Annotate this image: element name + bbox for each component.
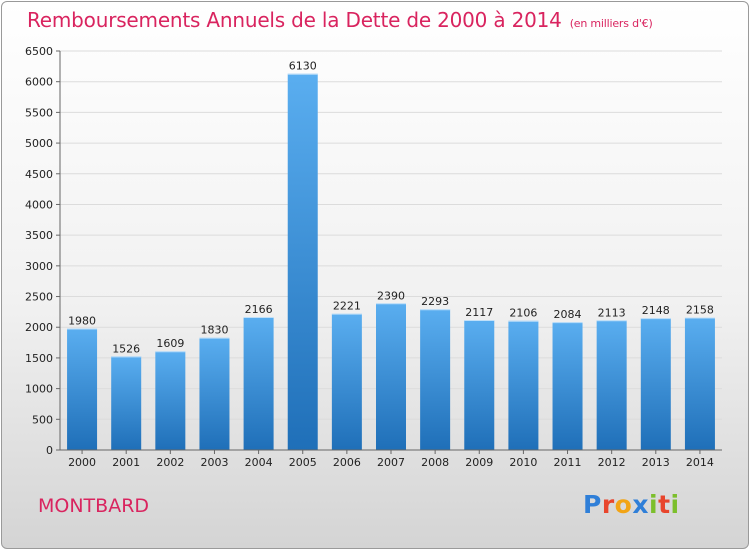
bar-2014 [684,317,715,450]
chart-title: Remboursements Annuels de la Dette de 20… [27,8,653,32]
axis-layer: 0 500 1000 1500 2000 2500 3000 3500 4000 4500 5000… [25,45,722,457]
value-label-2008: 2293 [421,295,449,308]
x-tick-label-2011: 2011 [554,456,582,469]
commune-name: MONTBARD [38,495,150,517]
bar-2009 [464,320,495,450]
bar-2005 [287,73,318,450]
y-tick-label: 5500 [25,106,53,119]
y-tick-label: 5000 [25,137,53,150]
x-tick-label-2005: 2005 [289,456,317,469]
y-tick-label: 4000 [25,198,53,211]
bar-2007 [376,303,406,450]
proxiti-logo: Proxiti [583,490,680,519]
y-tick-label: 6500 [25,45,53,58]
y-tick-label: 500 [32,413,53,426]
value-label-2014: 2158 [686,304,714,317]
logo-letter: x [632,490,649,519]
logo-letter: P [583,490,602,519]
value-label-2013: 2148 [642,304,670,317]
y-tick-label: 2500 [25,291,53,304]
x-tick-label-2003: 2003 [200,456,228,469]
bar-2011 [552,322,583,450]
value-label-2007: 2390 [377,289,405,302]
labels-layer: 1980 2000 1526 2001 1609 2002 1830 2003 2166 2004… [68,60,714,469]
bar-2004 [243,317,274,450]
bar-2010 [508,320,539,450]
logo-letter: o [614,490,633,519]
bar-2013 [640,318,671,450]
value-label-2009: 2117 [465,306,493,319]
value-label-2003: 1830 [200,324,228,337]
x-tick-label-2007: 2007 [377,456,405,469]
x-tick-label-2012: 2012 [598,456,626,469]
value-label-2002: 1609 [156,337,184,350]
logo-letter: i [649,490,659,519]
y-tick-label: 6000 [25,76,53,89]
y-tick-label: 1500 [25,352,53,365]
logo-letter: r [601,490,615,519]
bar-2006 [331,313,362,450]
value-label-2001: 1526 [112,342,140,355]
bars-layer [67,73,715,450]
value-label-2004: 2166 [245,303,273,316]
x-tick-label-2014: 2014 [686,456,714,469]
logo-letter: i [670,490,680,519]
x-tick-label-2004: 2004 [245,456,273,469]
value-label-2011: 2084 [554,308,582,321]
y-tick-label: 1000 [25,383,53,396]
value-label-2000: 1980 [68,314,96,327]
bar-2002 [155,351,186,450]
x-tick-label-2010: 2010 [509,456,537,469]
bar-2000 [67,328,98,450]
bar-2001 [111,356,142,450]
value-label-2006: 2221 [333,300,361,313]
logo-letter: t [658,490,671,519]
title-text: Remboursements Annuels de la Dette de 20… [27,8,562,32]
bar-2012 [596,320,627,450]
x-tick-label-2008: 2008 [421,456,449,469]
y-tick-label: 2000 [25,321,53,334]
bar-2003 [199,337,230,450]
y-tick-label: 3000 [25,260,53,273]
x-tick-label-2002: 2002 [156,456,184,469]
y-tick-label: 3500 [25,229,53,242]
bar-2008 [420,309,451,450]
x-tick-label-2006: 2006 [333,456,361,469]
value-label-2005: 6130 [289,60,317,73]
y-tick-label: 0 [46,444,53,457]
value-label-2010: 2106 [509,307,537,320]
x-tick-label-2000: 2000 [68,456,96,469]
value-label-2012: 2113 [598,306,626,319]
y-tick-label: 4500 [25,168,53,181]
unit-label: (en milliers d'€) [569,17,653,30]
x-tick-label-2009: 2009 [465,456,493,469]
x-tick-label-2013: 2013 [642,456,670,469]
x-tick-label-2001: 2001 [112,456,140,469]
